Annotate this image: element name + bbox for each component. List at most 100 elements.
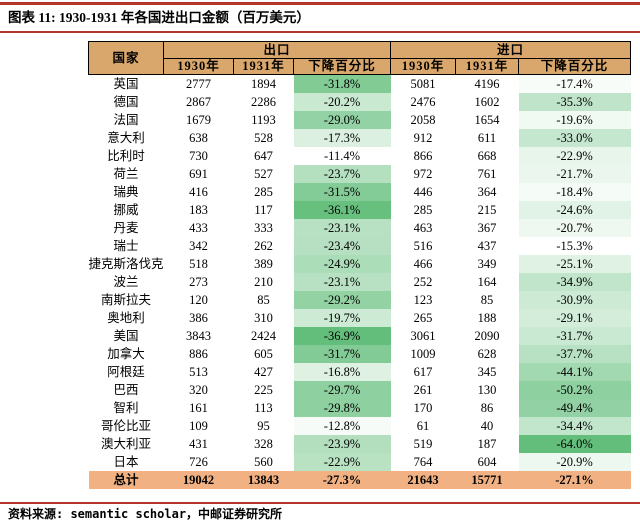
import-1930-cell: 2476	[410, 95, 436, 109]
import-1931-cell: 1654	[474, 113, 500, 127]
import-1931-cell: 345	[477, 365, 497, 379]
import-pct-cell: -31.7%	[518, 327, 631, 345]
import-1931-cell: 130	[477, 383, 497, 397]
export-pct-cell: -29.7%	[293, 381, 391, 399]
import-1931-cell: 85	[480, 293, 494, 307]
import-1930-cell: 446	[413, 185, 433, 199]
country-cell: 澳大利亚	[100, 437, 151, 451]
export-1930-cell: 726	[189, 455, 208, 469]
import-1930-cell: 252	[413, 275, 433, 289]
table-row: 加拿大 886 605 -31.7% 1009 628 -37.7%	[89, 345, 631, 363]
import-pct-cell: -64.0%	[518, 435, 631, 453]
import-pct-cell: -20.9%	[518, 453, 631, 471]
import-1930-cell: 123	[413, 293, 433, 307]
export-1930-cell: 2867	[186, 95, 211, 109]
export-1931-cell: 527	[254, 167, 273, 181]
export-1931-cell: 13843	[233, 471, 294, 489]
import-1931-cell: 40	[480, 419, 494, 433]
export-1931-cell: 262	[254, 239, 273, 253]
import-1931-cell: 437	[477, 239, 497, 253]
table-row: 瑞典 416 285 -31.5% 446 364 -18.4%	[89, 183, 631, 201]
export-1930-cell: 638	[189, 131, 208, 145]
import-1930-cell: 1009	[410, 347, 436, 361]
import-1930-cell: 261	[413, 383, 433, 397]
export-pct-cell: -29.8%	[293, 399, 391, 417]
export-1930-cell: 1679	[186, 113, 211, 127]
export-1930-cell: 416	[189, 185, 208, 199]
export-1931-cell: 528	[254, 131, 273, 145]
country-cell: 捷克斯洛伐克	[88, 257, 164, 271]
import-pct-cell: -34.9%	[518, 273, 631, 291]
country-cell: 挪威	[113, 203, 139, 217]
import-pct-cell: -37.7%	[518, 345, 631, 363]
country-cell: 阿根廷	[107, 365, 145, 379]
export-1931-cell: 117	[254, 203, 273, 217]
export-1931-cell: 389	[254, 257, 273, 271]
import-pct-cell: -20.7%	[518, 219, 631, 237]
table-row: 巴西 320 225 -29.7% 261 130 -50.2%	[89, 381, 631, 399]
export-1930-cell: 2777	[186, 77, 211, 91]
export-1931-cell: 95	[257, 419, 270, 433]
export-pct-cell: -17.3%	[293, 129, 391, 147]
export-1930-cell: 431	[189, 437, 208, 451]
import-1930-cell: 61	[416, 419, 430, 433]
table-row: 美国 3843 2424 -36.9% 3061 2090 -31.7%	[89, 327, 631, 345]
group-header-export: 出口	[162, 41, 392, 59]
export-pct-cell: -31.5%	[293, 183, 391, 201]
export-pct-cell: -23.4%	[293, 237, 391, 255]
import-1930-cell: 912	[413, 131, 433, 145]
export-1930-cell: 433	[189, 221, 208, 235]
export-pct-cell: -31.7%	[293, 345, 391, 363]
import-1931-cell: 164	[477, 275, 497, 289]
export-1931-cell: 285	[254, 185, 273, 199]
import-pct-cell: -33.0%	[518, 129, 631, 147]
col-header-export-pct: 下降百分比	[292, 58, 392, 75]
export-1930-cell: 183	[189, 203, 208, 217]
col-header-export-1931: 1931年	[233, 58, 294, 75]
country-cell: 比利时	[107, 149, 145, 163]
country-cell: 美国	[113, 329, 139, 343]
import-1930-cell: 5081	[410, 77, 436, 91]
export-1930-cell: 691	[189, 167, 208, 181]
table-row: 意大利 638 528 -17.3% 912 611 -33.0%	[89, 129, 631, 147]
import-1931-cell: 668	[477, 149, 497, 163]
export-1931-cell: 113	[254, 401, 273, 415]
import-1930-cell: 972	[413, 167, 433, 181]
import-pct-cell: -34.4%	[518, 417, 631, 435]
import-pct-cell: -18.4%	[518, 183, 631, 201]
import-1930-cell: 466	[413, 257, 433, 271]
import-pct-cell: -30.9%	[518, 291, 631, 309]
import-pct-cell: -19.6%	[518, 111, 631, 129]
country-cell: 丹麦	[113, 221, 139, 235]
import-pct-cell: -49.4%	[518, 399, 631, 417]
import-1930-cell: 516	[413, 239, 433, 253]
import-pct-cell: -29.1%	[518, 309, 631, 327]
table-body: 英国 2777 1894 -31.8% 5081 4196 -17.4% 德国 2867 2286…	[88, 74, 631, 489]
export-pct-cell: -29.0%	[293, 111, 391, 129]
country-cell: 德国	[113, 95, 139, 109]
import-1931-cell: 1602	[474, 95, 500, 109]
country-cell: 奥地利	[107, 311, 145, 325]
export-pct-cell: -12.8%	[293, 417, 391, 435]
col-header-export-1930: 1930年	[163, 58, 234, 75]
export-1931-cell: 1193	[251, 113, 276, 127]
import-pct-cell: -24.6%	[518, 201, 631, 219]
export-1931-cell: 605	[254, 347, 273, 361]
table-row: 法国 1679 1193 -29.0% 2058 1654 -19.6%	[89, 111, 631, 129]
country-cell: 智利	[113, 401, 139, 415]
table-row: 挪威 183 117 -36.1% 285 215 -24.6%	[89, 201, 631, 219]
export-pct-cell: -11.4%	[293, 147, 391, 165]
table-row: 波兰 273 210 -23.1% 252 164 -34.9%	[89, 273, 631, 291]
import-1930-cell: 3061	[410, 329, 436, 343]
import-pct-cell: -15.3%	[518, 237, 631, 255]
country-cell: 日本	[113, 455, 139, 469]
table-row: 阿根廷 513 427 -16.8% 617 345 -44.1%	[89, 363, 631, 381]
country-cell: 荷兰	[113, 167, 139, 181]
export-1930-cell: 3843	[186, 329, 211, 343]
country-cell: 波兰	[113, 275, 139, 289]
import-1931-cell: 4196	[474, 77, 500, 91]
import-1931-cell: 628	[477, 347, 497, 361]
country-cell: 瑞士	[113, 239, 139, 253]
table-row: 澳大利亚 431 328 -23.9% 519 187 -64.0%	[89, 435, 631, 453]
top-rule	[0, 2, 640, 5]
